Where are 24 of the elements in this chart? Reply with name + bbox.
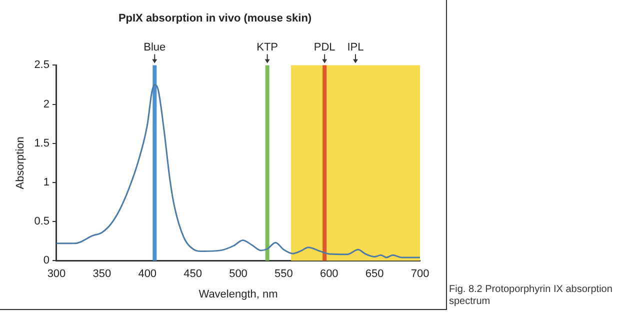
ref-line-label: KTP bbox=[256, 42, 278, 54]
x-tick-label: 350 bbox=[92, 268, 112, 280]
x-tick-label: 600 bbox=[320, 268, 338, 280]
x-tick-label: 450 bbox=[184, 268, 202, 280]
y-tick-label: 1.5 bbox=[34, 137, 50, 150]
x-tick-label: 400 bbox=[138, 268, 157, 280]
chart-title: PpIX absorption in vivo (mouse skin) bbox=[118, 12, 312, 25]
y-tick-label: 2.5 bbox=[34, 59, 50, 72]
x-tick-label: 550 bbox=[274, 268, 293, 280]
y-axis-title: Absorption bbox=[14, 136, 27, 190]
y-tick-label: 0.5 bbox=[34, 216, 50, 228]
y-tick-label: 1 bbox=[43, 176, 50, 188]
caption: Fig. 8.2 Protoporphyrin IX absorption spectrum bbox=[449, 284, 614, 308]
x-tick-label: 700 bbox=[410, 268, 430, 280]
x-tick-label: 650 bbox=[365, 268, 384, 280]
band-label: IPL bbox=[347, 42, 364, 54]
y-tick-label: 2 bbox=[43, 98, 50, 110]
x-axis-title: Wavelength, nm bbox=[198, 288, 278, 300]
y-tick-label: 0 bbox=[43, 254, 50, 267]
ref-line-label: PDL bbox=[314, 42, 336, 54]
x-tick-label: 500 bbox=[229, 268, 248, 280]
line-series bbox=[56, 84, 420, 258]
x-tick-label: 300 bbox=[47, 268, 66, 280]
ref-line-label: Blue bbox=[144, 42, 166, 54]
